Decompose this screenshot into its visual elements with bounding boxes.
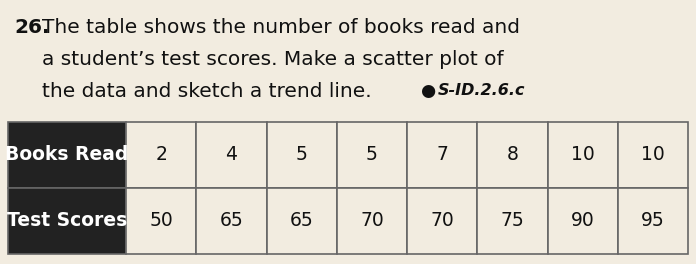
Text: 70: 70 — [430, 211, 454, 230]
Bar — [126, 122, 196, 188]
Text: 7: 7 — [436, 145, 448, 164]
Text: 2: 2 — [155, 145, 167, 164]
Bar — [618, 122, 688, 188]
Text: 8: 8 — [507, 145, 519, 164]
Text: The table shows the number of books read and: The table shows the number of books read… — [42, 18, 520, 37]
Text: 5: 5 — [366, 145, 378, 164]
Text: 26.: 26. — [14, 18, 49, 37]
Bar — [477, 188, 548, 254]
Text: 65: 65 — [290, 211, 313, 230]
Text: 10: 10 — [641, 145, 665, 164]
Bar — [126, 188, 196, 254]
Text: 50: 50 — [149, 211, 173, 230]
Bar — [548, 188, 618, 254]
Bar — [337, 122, 407, 188]
Text: a student’s test scores. Make a scatter plot of: a student’s test scores. Make a scatter … — [42, 50, 504, 69]
Text: 4: 4 — [226, 145, 237, 164]
Bar — [196, 188, 267, 254]
Text: the data and sketch a trend line.: the data and sketch a trend line. — [42, 82, 372, 101]
Bar — [8, 122, 126, 188]
Text: 70: 70 — [360, 211, 383, 230]
Bar — [196, 122, 267, 188]
Text: 90: 90 — [571, 211, 594, 230]
Text: 10: 10 — [571, 145, 594, 164]
Bar — [618, 188, 688, 254]
Bar — [267, 188, 337, 254]
Text: S-ID.2.6.c: S-ID.2.6.c — [438, 83, 525, 98]
Bar — [477, 122, 548, 188]
Text: 75: 75 — [500, 211, 524, 230]
Bar — [337, 188, 407, 254]
Text: 65: 65 — [219, 211, 243, 230]
Text: Books Read: Books Read — [6, 145, 129, 164]
Bar — [267, 122, 337, 188]
Text: 5: 5 — [296, 145, 308, 164]
Text: 95: 95 — [641, 211, 665, 230]
Bar — [407, 188, 477, 254]
Bar — [8, 188, 126, 254]
Text: Test Scores: Test Scores — [7, 211, 127, 230]
Bar — [548, 122, 618, 188]
Bar — [407, 122, 477, 188]
Text: ●: ● — [420, 82, 435, 100]
